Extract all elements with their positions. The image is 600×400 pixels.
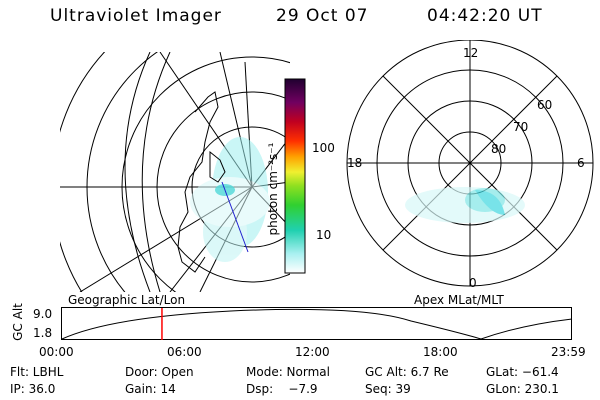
- mlat-label-60: 60: [537, 98, 553, 112]
- altitude-xtick-2359: 23:59: [551, 345, 586, 359]
- info-flt: Flt: LBHL: [10, 365, 64, 379]
- mlat-label-80: 80: [491, 142, 507, 156]
- info-seq: Seq: 39: [365, 382, 411, 396]
- mlt-label-6: 6: [577, 156, 585, 170]
- info-glat: GLat: −61.4: [486, 365, 559, 379]
- mlat-label-70: 70: [513, 120, 529, 134]
- info-gc-alt: GC Alt: 6.7 Re: [365, 365, 449, 379]
- mlt-label-18: 18: [347, 156, 363, 170]
- info-mode: Mode: Normal: [246, 365, 330, 379]
- instrument-title: Ultraviolet Imager: [50, 6, 222, 26]
- altitude-xtick-0000: 00:00: [39, 345, 74, 359]
- apex-panel-label: Apex MLat/MLT: [414, 293, 504, 307]
- altitude-xtick-0600: 06:00: [167, 345, 202, 359]
- colorbar-label: photon cm⁻²s⁻¹: [266, 142, 280, 236]
- info-door: Door: Open: [125, 365, 194, 379]
- altitude-xtick-1800: 18:00: [423, 345, 458, 359]
- altitude-ytick-low: 1.8: [33, 326, 53, 340]
- info-ip: IP: 36.0: [10, 382, 56, 396]
- geographic-map: [60, 52, 290, 292]
- altitude-ylabel: GC Alt: [11, 303, 25, 341]
- colorbar-tick-10: 10: [316, 228, 332, 242]
- mlt-label-12: 12: [463, 46, 479, 60]
- info-dsp: Dsp: −7.9: [246, 382, 318, 396]
- geographic-panel-label: Geographic Lat/Lon: [68, 293, 186, 307]
- altitude-plot: [61, 307, 573, 340]
- mlt-label-0: 0: [469, 276, 477, 290]
- info-glon: GLon: 230.1: [486, 382, 559, 396]
- apex-polar-plot: [346, 40, 594, 287]
- colorbar-tick-100: 100: [312, 141, 335, 155]
- time-label: 04:42:20 UT: [427, 6, 543, 26]
- info-gain: Gain: 14: [125, 382, 176, 396]
- altitude-ytick-high: 9.0: [33, 307, 53, 321]
- altitude-xtick-1200: 12:00: [295, 345, 330, 359]
- date-label: 29 Oct 07: [276, 6, 369, 26]
- colorbar: [284, 78, 306, 274]
